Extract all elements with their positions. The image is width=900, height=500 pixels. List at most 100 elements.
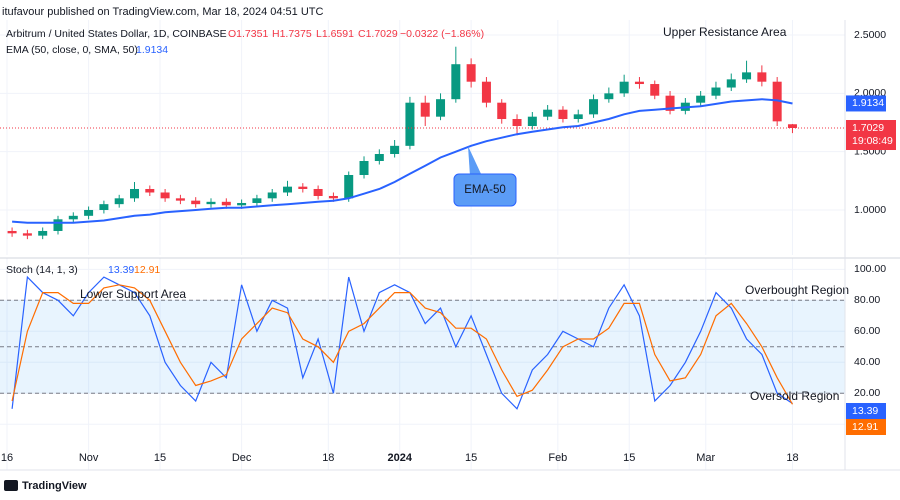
callout-label: EMA-50 xyxy=(464,184,506,196)
symbol-title: Arbitrum / United States Dollar, 1D, COI… xyxy=(6,28,227,40)
stoch-legend: Stoch (14, 1, 3) xyxy=(6,264,78,276)
candle-body xyxy=(665,95,675,111)
candle-body xyxy=(558,109,568,120)
candle-body xyxy=(221,201,231,206)
x-tick-label: 15 xyxy=(623,452,635,464)
candle-body xyxy=(298,186,308,189)
x-tick-label: 16 xyxy=(1,452,13,464)
ohlc-value: H1.7375 xyxy=(272,28,312,40)
candle-body xyxy=(130,188,140,199)
candle-body xyxy=(696,95,706,103)
ema-price-label-box xyxy=(846,95,886,112)
y-tick-label: 1.0000 xyxy=(854,204,886,216)
candle-body xyxy=(237,202,247,206)
candle-body xyxy=(175,198,185,201)
candle-body xyxy=(84,209,94,216)
stoch-value-label: 12.91 xyxy=(852,421,878,433)
x-tick-label: 18 xyxy=(322,452,334,464)
x-tick-label: 18 xyxy=(786,452,798,464)
candle-body xyxy=(99,204,109,210)
annotation: Upper Resistance Area xyxy=(663,25,787,39)
candle-body xyxy=(145,188,155,193)
candle-body xyxy=(543,109,553,117)
stoch-value-label: 13.39 xyxy=(852,405,878,417)
stoch-legend-value: 12.91 xyxy=(134,264,160,276)
stoch-legend-value: 13.39 xyxy=(108,264,134,276)
series-line xyxy=(11,284,794,405)
candle-body xyxy=(22,233,32,236)
publisher-line: itufavour published on TradingView.com, … xyxy=(2,6,323,18)
candle-body xyxy=(390,145,400,155)
x-tick-label: 15 xyxy=(465,452,477,464)
x-tick-label: Nov xyxy=(79,452,99,464)
candle-body xyxy=(344,174,354,199)
ohlc-value: C1.7029 xyxy=(358,28,398,40)
candle-body xyxy=(436,99,446,117)
candle-body xyxy=(206,201,216,205)
x-tick-label: 15 xyxy=(154,452,166,464)
candle-body xyxy=(772,81,782,122)
candle-body xyxy=(573,114,583,120)
candle-body xyxy=(742,72,752,80)
candle-body xyxy=(757,72,767,82)
ohlc-value: −0.0322 (−1.86%) xyxy=(400,28,484,40)
candle-body xyxy=(787,124,797,129)
candle-body xyxy=(68,215,78,220)
candle-body xyxy=(191,200,201,205)
y-tick-label: 60.00 xyxy=(854,325,880,337)
candle-body xyxy=(466,64,476,82)
stoch-value-label-box xyxy=(846,403,886,419)
candle-body xyxy=(619,81,629,94)
price-label: 1.7029 xyxy=(852,122,884,134)
candle-body xyxy=(374,154,384,161)
ema-legend-value: 1.9134 xyxy=(136,44,168,56)
ohlc-value: O1.7351 xyxy=(228,28,268,40)
candle-body xyxy=(634,81,644,85)
ema-legend: EMA (50, close, 0, SMA, 50) xyxy=(6,44,138,56)
candle-body xyxy=(527,116,537,127)
candle-body xyxy=(283,186,293,193)
brand-name: TradingView xyxy=(22,480,87,492)
candle-body xyxy=(512,119,522,127)
annotation: Overbought Region xyxy=(745,283,849,297)
x-tick-label: Feb xyxy=(548,452,567,464)
callout-arrow xyxy=(468,146,482,176)
candle-body xyxy=(160,192,170,199)
candle-body xyxy=(359,161,369,175)
stoch-value-label-box xyxy=(846,419,886,435)
candle-body xyxy=(405,102,415,146)
series-line xyxy=(12,98,793,224)
countdown: 19:08:49 xyxy=(852,135,893,147)
candle-body xyxy=(328,195,338,199)
x-tick-label: Mar xyxy=(696,452,715,464)
x-tick-label: Dec xyxy=(232,452,252,464)
candle-body xyxy=(114,198,124,205)
candle-body xyxy=(7,230,17,234)
y-tick-label: 40.00 xyxy=(854,356,880,368)
candle-body xyxy=(53,219,63,231)
series-line xyxy=(11,275,793,410)
candle-body xyxy=(726,79,736,88)
candle-body xyxy=(650,84,660,96)
annotation: Oversold Region xyxy=(750,389,839,403)
candle-body xyxy=(420,102,430,117)
candle-body xyxy=(711,87,721,96)
candle-body xyxy=(589,99,599,115)
candle-body xyxy=(267,192,277,199)
y-tick-label: 2.5000 xyxy=(854,29,886,41)
candle-body xyxy=(252,198,262,203)
candle-body xyxy=(451,64,461,100)
brand: TradingView xyxy=(4,480,87,492)
ohlc-value: L1.6591 xyxy=(316,28,354,40)
y-tick-label: 20.00 xyxy=(854,387,880,399)
annotation: Lower Support Area xyxy=(80,287,186,301)
candle-body xyxy=(38,230,48,236)
candle-body xyxy=(604,93,614,100)
price-label-box xyxy=(846,120,896,151)
x-tick-label: 2024 xyxy=(387,452,412,464)
candle-body xyxy=(313,188,323,196)
brand-logo xyxy=(4,480,18,491)
y-tick-label: 100.00 xyxy=(854,263,886,275)
